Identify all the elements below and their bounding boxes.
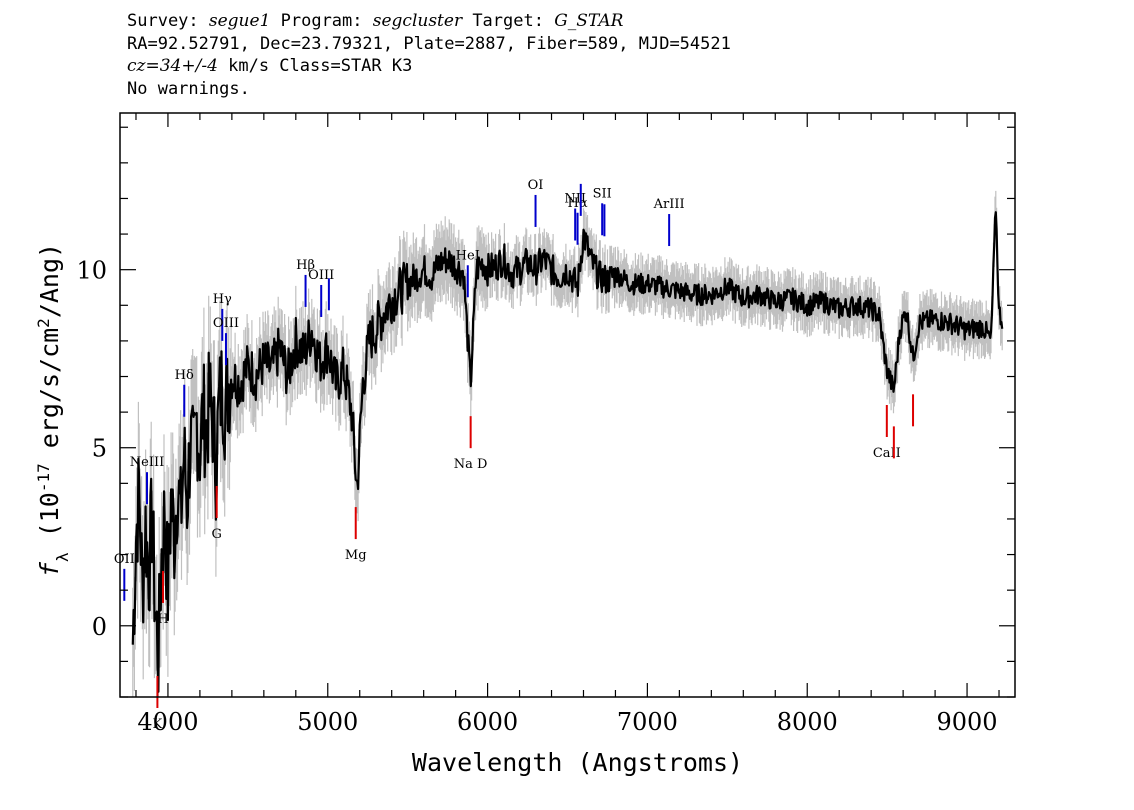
y-axis: 0 5 10 [76, 126, 1015, 698]
y-axis-title-part: (10 [35, 492, 64, 552]
flux-error-band [132, 190, 1003, 697]
header-line-redshift: cz=34+/-4 km/s Class=STAR K3 [127, 55, 731, 78]
target-value: G_STAR [554, 11, 624, 31]
absorption-line-label: H [157, 612, 168, 627]
survey-prefix: Survey: [127, 11, 209, 31]
y-axis-title-part: erg/s/cm [35, 328, 64, 463]
x-tick-label: 7000 [617, 708, 678, 736]
emission-line-label: Hδ [175, 368, 194, 383]
plot-frame [119, 112, 1016, 698]
x-axis-title: Wavelength (Angstroms) [412, 748, 743, 777]
x-axis: 4000 5000 6000 7000 8000 9000 [135, 113, 1000, 736]
x-tick-label: 5000 [297, 708, 358, 736]
redshift-value: cz=34+/-4 [127, 56, 218, 76]
emission-line-label: OII [114, 552, 135, 567]
emission-line-label: OI [528, 178, 544, 193]
emission-line-label: HeI [456, 248, 480, 263]
absorption-line-label: K [153, 717, 163, 732]
emission-line-label: ArIII [653, 197, 685, 212]
survey-value: segue1 [208, 11, 271, 31]
spectrum-header: Survey: segue1 Program: segcluster Targe… [127, 10, 731, 100]
absorption-line-label: G [211, 527, 221, 542]
emission-line-label: NeIII [130, 455, 164, 470]
flux-line [131, 211, 1004, 693]
y-axis-title-part: -17 [34, 463, 53, 492]
absorption-line-label: Na D [454, 457, 488, 472]
header-line-survey: Survey: segue1 Program: segcluster Targe… [127, 10, 731, 33]
y-axis-title-part: /Ang) [35, 243, 64, 318]
x-tick-label: 4000 [137, 708, 198, 736]
y-axis-title-part: λ [53, 552, 72, 562]
header-line-coordinates: RA=92.52791, Dec=23.79321, Plate=2887, F… [127, 33, 731, 54]
absorption-line-label: CaII [873, 446, 901, 461]
y-axis-title-part: f [35, 561, 64, 577]
emission-line-label: Hβ [296, 258, 315, 273]
target-prefix: Target: [462, 11, 555, 31]
class-value: km/s Class=STAR K3 [217, 56, 413, 76]
absorption-lines: K H G Mg Na D CaII [153, 394, 915, 732]
y-axis-title: fλ (10-17 erg/s/cm2/Ang) [34, 243, 72, 577]
header-line-warnings: No warnings. [127, 78, 250, 99]
y-axis-title-part: 2 [34, 318, 53, 328]
emission-line-label: SII [593, 186, 612, 201]
emission-line-label: Hγ [213, 292, 232, 307]
x-tick-label: 9000 [937, 708, 998, 736]
program-prefix: Program: [270, 11, 373, 31]
absorption-line-label: Mg [345, 548, 367, 563]
y-tick-label: 5 [92, 435, 107, 463]
emission-line-label: Hα [568, 196, 588, 211]
program-value: segcluster [372, 11, 463, 31]
emission-line-label: OIII [213, 316, 239, 331]
x-tick-label: 6000 [457, 708, 518, 736]
x-tick-label: 8000 [777, 708, 838, 736]
y-tick-label: 10 [76, 257, 107, 285]
y-tick-label: 0 [92, 613, 107, 641]
emission-line-label: OIII [308, 268, 334, 283]
